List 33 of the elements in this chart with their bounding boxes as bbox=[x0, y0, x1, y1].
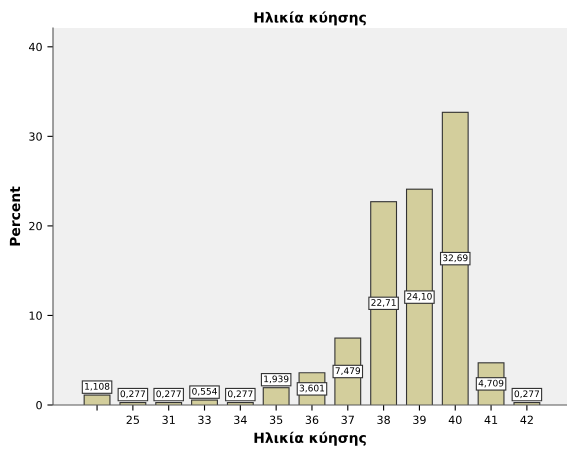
data-label: 0,277 bbox=[514, 390, 540, 398]
y-tick-label: 10 bbox=[30, 311, 42, 320]
data-label: 7,479 bbox=[336, 367, 360, 376]
y-tick-label: 40 bbox=[28, 42, 42, 52]
data-label: 24,10 bbox=[407, 292, 432, 301]
x-tick-label: 25 bbox=[126, 416, 139, 424]
x-tick-label: 36 bbox=[306, 416, 318, 424]
data-label: 0,277 bbox=[156, 390, 181, 398]
data-label: 0,554 bbox=[192, 388, 217, 396]
data-label: 22,71 bbox=[371, 299, 396, 307]
x-tick-label: 33 bbox=[198, 416, 211, 424]
y-axis-title: Percent bbox=[10, 186, 20, 246]
x-tick-label: 38 bbox=[377, 416, 390, 424]
x-tick-label: 37 bbox=[342, 416, 354, 424]
data-label: 3,601 bbox=[300, 384, 324, 392]
x-tick-label: 41 bbox=[484, 416, 498, 424]
data-label: 0,277 bbox=[228, 390, 252, 398]
data-label: 0,277 bbox=[120, 390, 146, 398]
data-label: 4,709 bbox=[478, 380, 504, 388]
chart-title: Ηλικία κύησης bbox=[254, 11, 366, 26]
x-tick-label: 35 bbox=[270, 416, 282, 424]
data-label: 32,69 bbox=[443, 254, 468, 262]
y-tick-label: 0 bbox=[36, 400, 42, 410]
x-tick-label: 39 bbox=[413, 416, 426, 424]
x-tick-label: 40 bbox=[448, 416, 462, 424]
x-tick-label: 31 bbox=[162, 416, 175, 424]
x-tick-label: 42 bbox=[520, 416, 533, 424]
x-axis-title: Ηλικία κύησης bbox=[254, 432, 366, 446]
x-tick-label: 34 bbox=[234, 416, 247, 424]
y-tick-label: 30 bbox=[29, 132, 42, 141]
y-tick-label: 20 bbox=[29, 222, 42, 230]
data-label: 1,939 bbox=[264, 375, 288, 384]
data-label: 1,108 bbox=[85, 382, 110, 391]
